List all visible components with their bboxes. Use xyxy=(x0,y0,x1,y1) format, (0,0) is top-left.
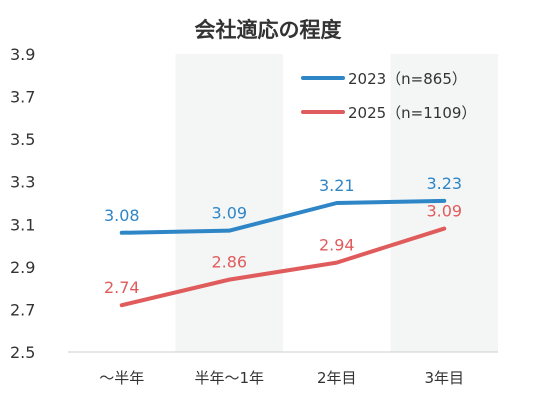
data-labels: 3.08 3.09 3.21 3.23 2.74 2.86 2.94 3.09 xyxy=(104,174,462,297)
y-tick-label: 3.1 xyxy=(10,215,35,234)
alternating-background-bands xyxy=(175,54,498,352)
x-tick-label: 3年目 xyxy=(424,369,464,387)
y-tick-label: 3.7 xyxy=(10,88,35,107)
y-tick-label: 2.5 xyxy=(10,343,35,362)
legend-label-0: 2023（n=865） xyxy=(348,70,467,88)
data-label: 2.94 xyxy=(319,236,355,255)
chart-title: 会社適応の程度 xyxy=(195,18,342,42)
series-line-0 xyxy=(119,198,447,235)
y-tick-label: 3.9 xyxy=(10,45,35,64)
data-label: 3.09 xyxy=(211,204,247,223)
data-label: 2.74 xyxy=(104,278,140,297)
data-label: 3.23 xyxy=(426,174,462,193)
x-axis: 〜半年 半年〜1年 2年目 3年目 xyxy=(99,369,464,387)
data-label: 3.08 xyxy=(104,206,140,225)
data-label: 3.09 xyxy=(426,202,462,221)
y-tick-label: 3.5 xyxy=(10,130,35,149)
background-band-1 xyxy=(175,54,283,352)
series-line-1 xyxy=(119,226,447,308)
y-tick-label: 3.3 xyxy=(10,173,35,192)
data-label: 2.86 xyxy=(211,253,247,272)
data-label: 3.21 xyxy=(319,176,355,195)
x-tick-label: 〜半年 xyxy=(99,369,144,387)
legend-label-1: 2025（n=1109） xyxy=(348,104,476,122)
y-tick-label: 2.7 xyxy=(10,300,35,319)
x-tick-label: 半年〜1年 xyxy=(194,369,264,387)
series-lines xyxy=(119,198,447,308)
y-axis: 2.5 2.7 2.9 3.1 3.3 3.5 3.7 3.9 xyxy=(10,45,35,362)
y-tick-label: 2.9 xyxy=(10,258,35,277)
x-tick-label: 2年目 xyxy=(317,369,357,387)
legend: 2023（n=865） 2025（n=1109） xyxy=(301,70,476,122)
